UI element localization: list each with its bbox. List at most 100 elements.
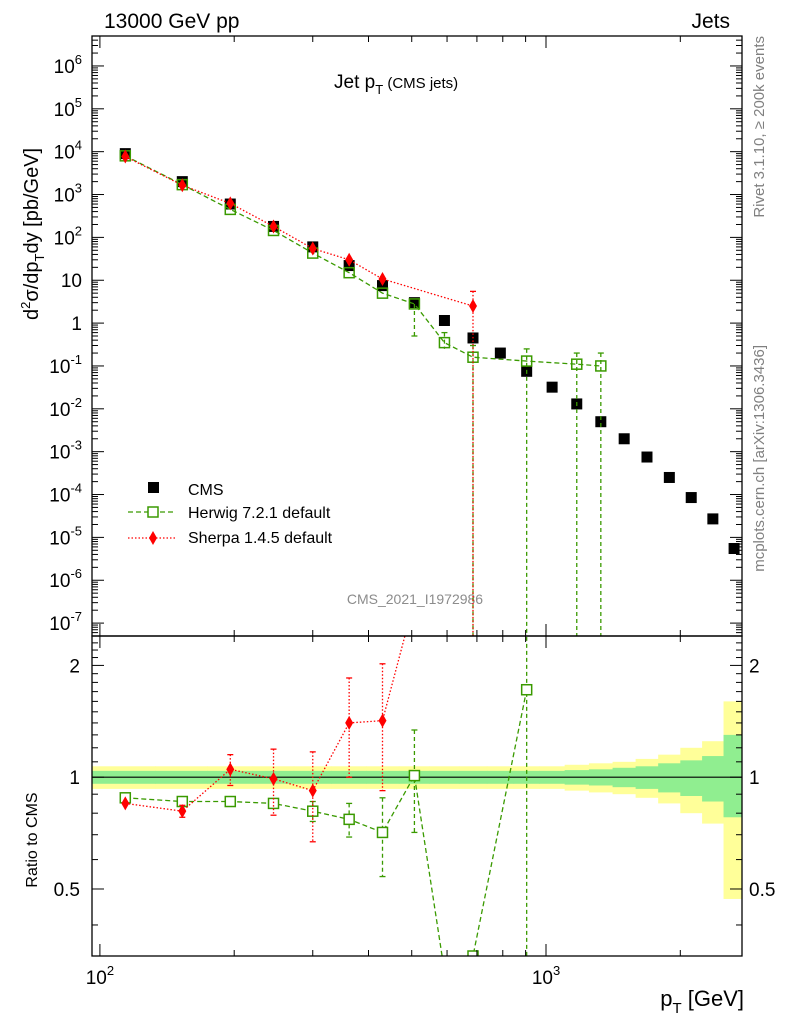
ratio-series-0 [119,636,533,956]
ratio-y-tick-label-right: 2 [749,656,760,677]
y-tick-label-exp: -6 [70,566,82,581]
ratio-plot-area [119,636,533,956]
plot-title-suffix: (CMS jets) [383,75,458,92]
y-tick-label-exp: 3 [75,181,82,196]
legend-marker-cms [148,482,159,493]
ratio-herwig-point [267,797,280,810]
cms-point [685,492,697,504]
herwig-point [343,266,355,279]
x-tick-label: 103 [532,963,560,989]
legend-label-herwig: Herwig 7.2.1 default [188,505,331,522]
herwig-point [467,351,479,363]
y-tick-label-exp: 2 [75,223,82,238]
legend-entry-cms: CMS [148,482,224,499]
y-tick-label: 10 [61,271,82,292]
y-tick-label: 10-2 [49,395,82,421]
series-line [125,155,601,367]
sherpa-point [121,149,130,164]
y-tick-label: 105 [54,95,82,121]
y-tick-label: 104 [54,138,82,164]
cms-point [663,471,675,483]
analysis-watermark: CMS_2021_I1972986 [347,591,483,607]
y-tick-label: 10-5 [49,523,82,549]
sherpa-point [178,178,187,193]
sherpa-point [269,219,278,234]
cms-point [494,347,506,359]
sherpa-point [308,241,317,256]
ratio-uncertainty-bands [92,701,742,899]
ratio-series-1 [121,636,406,843]
plot-title-sub: T [375,82,383,97]
sherpa-point [378,271,387,286]
sherpa-point [345,252,354,267]
cms-point [408,297,420,309]
legend-entry-sherpa: Sherpa 1.4.5 default [128,530,333,547]
plot-title: Jet pT (CMS jets) [334,72,458,97]
mcplots-label: mcplots.cern.ch [arXiv:1306.3436] [751,345,768,572]
legend: CMS Herwig 7.2.1 default Sherpa 1.4.5 de… [128,482,333,547]
band-inner [658,763,681,793]
cms-point [595,416,607,428]
y-tick-label-base: 10 [61,271,82,292]
y-tick-label-exp: -2 [70,395,82,410]
y-tick-label: 10-6 [49,566,82,592]
cms-point [546,381,558,393]
legend-marker-herwig [147,506,159,518]
herwig-point [571,358,583,370]
rivet-label: Rivet 3.1.10, ≥ 200k events [751,36,768,218]
y-tick-label-base: 10 [54,57,75,78]
axes: 102 10310610510410310210110-110-210-310-4… [49,35,775,989]
y-tick-label: 103 [54,181,82,207]
ratio-sherpa-point [226,762,235,777]
band-inner [680,760,703,796]
legend-label-cms: CMS [188,482,224,499]
series-line [125,155,474,307]
band-inner [723,734,742,818]
herwig-point [595,360,607,372]
x-axis-label-sub: T [672,1000,681,1017]
y-tick-label-base: 10 [49,486,70,507]
ratio-series-line [125,689,528,956]
y-tick-label-exp: -5 [70,523,82,538]
cms-point [728,543,740,555]
y-tick-label-base: 10 [49,357,70,378]
ratio-sherpa-point [269,771,278,786]
y-tick-label: 10-7 [49,609,82,635]
y-tick-label-exp: 6 [75,52,82,67]
ratio-herwig-point [408,769,421,782]
ratio-y-tick-label-left: 0.5 [54,880,80,901]
ratio-herwig-point [307,805,319,817]
band-inner [702,756,725,802]
sherpa-point [468,299,477,314]
series-1 [119,150,607,636]
ratio-y-tick-label-right: 1 [749,768,760,789]
cms-point [641,451,653,463]
ratio-sherpa-point [378,713,387,728]
y-tick-label: 10-1 [49,352,82,378]
cms-point [707,513,719,525]
ratio-y-tick-label-left: 2 [69,656,80,677]
y-tick-label-exp: 5 [75,95,82,110]
ratio-sherpa-point [345,715,354,730]
y-tick-label-exp: -4 [70,481,82,496]
ratio-sherpa-point [178,804,187,819]
y-tick-label-base: 10 [49,614,70,635]
header-left: 13000 GeV pp [104,10,239,33]
ratio-sherpa-point [121,796,130,811]
ratio-y-tick-label-left: 1 [69,768,80,789]
x-tick-label: 102 [86,963,114,989]
y-tick-label-exp: -3 [70,438,82,453]
herwig-point [520,355,533,367]
legend-label-sherpa: Sherpa 1.4.5 default [188,530,333,547]
header-right: Jets [691,10,730,33]
y-tick-label: 106 [54,52,82,78]
y-tick-label-exp: -1 [70,352,82,367]
ratio-series-line [125,636,406,812]
y-tick-label-base: 10 [54,228,75,249]
x-axis-label-main: p [660,986,672,1011]
y-tick-label-base: 10 [49,571,70,592]
ratio-y-label: Ratio to CMS [24,792,41,887]
cms-point [618,433,630,445]
ratio-herwig-point [520,683,533,696]
x-axis-label: pT [GeV] [660,986,744,1017]
